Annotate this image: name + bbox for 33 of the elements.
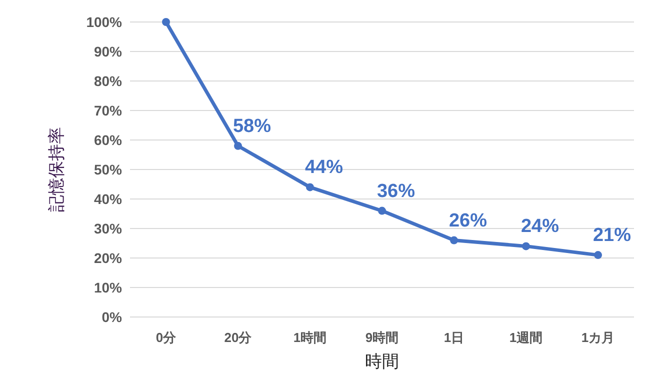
x-tick-label: 1カ月 bbox=[581, 330, 615, 345]
y-tick-label: 80% bbox=[94, 73, 123, 89]
x-tick-label: 0分 bbox=[156, 330, 178, 345]
y-tick-label: 90% bbox=[94, 44, 123, 60]
point bbox=[378, 206, 386, 215]
y-tick-label: 100% bbox=[86, 14, 123, 30]
x-tick-label: 1日 bbox=[444, 330, 464, 345]
x-axis-title: 時間 bbox=[365, 352, 399, 371]
data-label: 24% bbox=[520, 216, 560, 238]
y-tick-label: 0% bbox=[102, 309, 123, 325]
point bbox=[162, 18, 170, 26]
y-tick-label: 40% bbox=[94, 191, 123, 207]
data-label: 36% bbox=[376, 180, 416, 202]
data-label: 21% bbox=[592, 225, 632, 246]
x-tick-label: 20分 bbox=[224, 330, 253, 345]
y-tick-label: 70% bbox=[94, 102, 123, 118]
y-tick-label: 50% bbox=[94, 162, 123, 178]
point bbox=[234, 142, 242, 150]
x-tick-label: 1週間 bbox=[509, 330, 543, 345]
y-tick-label: 30% bbox=[94, 220, 123, 236]
y-axis-title: 記憶保持率 bbox=[47, 127, 66, 212]
data-label: 26% bbox=[448, 210, 488, 232]
point bbox=[450, 236, 458, 244]
y-tick-label: 10% bbox=[94, 280, 123, 296]
x-tick-label: 9時間 bbox=[365, 330, 399, 345]
point bbox=[594, 251, 602, 260]
data-label: 44% bbox=[304, 157, 344, 178]
y-tick-label: 20% bbox=[94, 250, 123, 266]
point bbox=[306, 183, 314, 192]
data-label: 58% bbox=[232, 116, 272, 137]
x-tick-label: 1時間 bbox=[293, 330, 327, 345]
y-tick-label: 60% bbox=[94, 132, 123, 148]
point bbox=[522, 242, 530, 250]
